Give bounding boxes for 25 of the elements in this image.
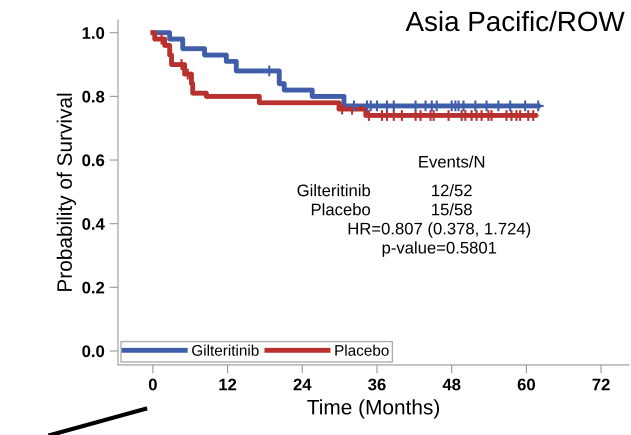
annotation: Placebo [312,203,370,216]
annotation: 15/58 [432,203,472,216]
x-tick-label: 60 [518,378,535,390]
annotation: HR=0.807 (0.378, 1.724) [348,222,530,238]
annotation: Gilteritinib [297,184,370,196]
x-tick-label: 24 [294,378,312,390]
legend-label: Gilteritinib [192,344,259,356]
y-tick-label: 0.8 [82,90,104,103]
y-tick-label: 1.0 [82,27,104,39]
x-tick-label: 48 [442,378,460,390]
x-axis-title: Time (Months) [307,399,440,419]
annotation: Events/N [419,155,484,168]
y-tick-label: 0.4 [82,218,105,230]
legend-label: Placebo [335,344,389,356]
y-tick-label: 0.6 [82,154,104,166]
annotation: p-value=0.5801 [382,241,496,257]
x-tick-label: 12 [219,378,236,390]
x-tick-label: 72 [592,378,610,390]
annotation: 12/52 [432,184,472,196]
chart-title: Asia Pacific/ROW [406,10,625,32]
y-tick-label: 0.2 [82,282,104,294]
y-tick-label: 0.0 [82,345,104,358]
x-tick-label: 36 [368,378,386,390]
x-tick-label: 0 [148,378,157,390]
y-axis-title: Probability of Survival [56,94,76,291]
